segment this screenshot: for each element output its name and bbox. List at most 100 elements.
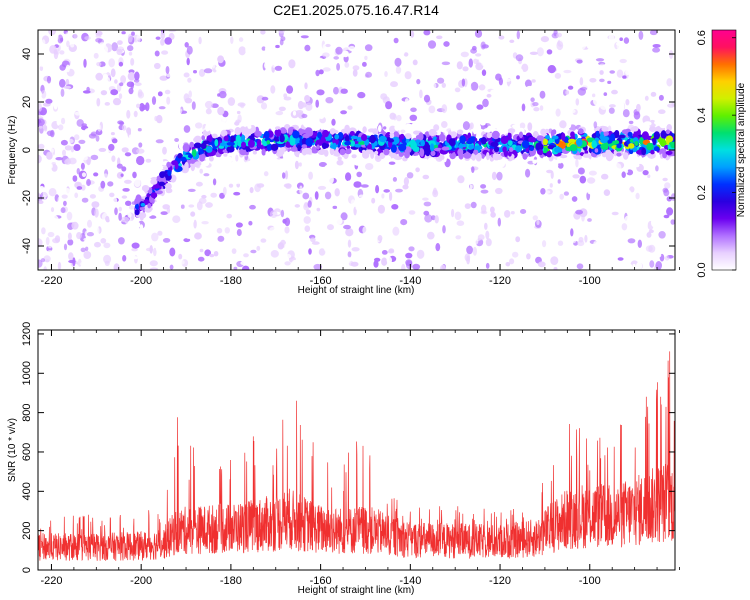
spectrogram-ridge-cell	[443, 153, 447, 163]
spectrogram-cell	[134, 82, 142, 87]
spectrogram-cell	[435, 243, 441, 252]
spectrogram-cell	[575, 158, 579, 168]
spectrogram-cell	[111, 42, 118, 52]
spectrogram-cell	[122, 188, 130, 192]
spectrogram-cell	[503, 191, 508, 196]
spectrogram-ridge-cell	[601, 126, 609, 132]
spectrogram-cell	[540, 198, 547, 205]
spectrogram-cell	[362, 226, 370, 235]
spectrogram-cell	[576, 263, 584, 270]
spectrogram-cell	[261, 46, 266, 51]
spectrogram-cell	[151, 232, 159, 242]
spectrogram-cell	[42, 194, 46, 202]
spectrogram-cell	[41, 39, 46, 47]
spectrogram-cell	[554, 72, 562, 79]
spectrogram-cell	[641, 84, 648, 94]
spectrogram-cell	[125, 200, 132, 206]
spectrogram-cell	[38, 63, 47, 67]
spectrogram-cell	[47, 231, 55, 238]
spectrogram-cell	[81, 184, 86, 191]
spectrogram-cell	[537, 30, 543, 37]
spectrogram-ridge-cell	[566, 121, 572, 129]
colorbar-tick-label: 0.4	[696, 108, 708, 123]
spectrogram-ridge-cell	[538, 149, 544, 156]
spectrogram-cell	[464, 253, 471, 262]
spectrogram-cell	[332, 205, 338, 209]
spectrogram-ridge-cell	[399, 133, 405, 140]
spectrogram-cell	[638, 61, 645, 65]
spectrogram-cell	[153, 247, 157, 257]
spectrogram-cell	[264, 45, 271, 52]
spectrogram-cell	[279, 39, 284, 46]
spectrogram-ridge-cell	[448, 138, 456, 147]
spectrogram-cell	[108, 58, 115, 68]
spectrogram-cell	[306, 34, 315, 43]
spectrogram-cell	[515, 68, 524, 74]
spectrogram-cell	[567, 109, 576, 114]
spectrogram-cell	[186, 235, 192, 239]
spectrogram-cell	[182, 180, 190, 186]
spectrogram-cell	[633, 111, 641, 120]
spectrogram-cell	[41, 227, 46, 235]
spectrogram-cell	[85, 246, 89, 251]
spectrogram-cell	[117, 120, 124, 125]
spectrogram-cell	[447, 266, 456, 270]
spectrogram-cell	[272, 80, 281, 88]
spectrogram-ridge-cell	[665, 129, 671, 135]
spectrogram-cell	[638, 30, 644, 40]
spectrogram-cell	[394, 57, 402, 67]
spectrogram-cell	[603, 189, 611, 197]
spectrogram-cell	[492, 238, 497, 245]
spectrogram-cell	[577, 167, 585, 175]
spectrogram-cell	[418, 178, 423, 185]
spectrogram-cell	[475, 267, 481, 270]
spectrogram-cell	[316, 57, 325, 67]
spectrogram-cell	[365, 71, 372, 78]
spectrogram-cell	[104, 260, 110, 266]
spectrogram-cell	[392, 177, 397, 182]
spectrogram-cell	[248, 220, 253, 226]
spectrogram-cell	[432, 55, 437, 59]
spectrogram-cell	[472, 182, 478, 190]
spectrogram-cell	[238, 37, 244, 42]
spectrogram-ridge-cell	[317, 131, 322, 139]
spectrogram-ridge-cell	[546, 151, 552, 158]
spectrogram-cell	[148, 41, 155, 50]
spectrogram-cell	[637, 239, 642, 248]
spectrogram-cell	[622, 109, 630, 118]
spectrogram-cell	[59, 50, 65, 55]
spectrogram-cell	[327, 175, 334, 185]
spectrogram-cell	[599, 101, 609, 110]
spectrogram-cell	[336, 63, 340, 71]
spectrogram-ridge-cell	[413, 130, 421, 135]
spectrogram-cell	[650, 91, 657, 97]
spectrogram-cell	[136, 155, 145, 166]
spectrogram-cell	[433, 255, 440, 264]
spectrogram-cell	[149, 267, 159, 270]
spectrogram-cell	[664, 255, 670, 261]
spectrogram-cell	[541, 68, 549, 78]
spectrogram-cell	[73, 207, 82, 215]
spectrogram-cell	[90, 131, 98, 137]
spectrogram-cell	[127, 33, 133, 43]
spectrogram-cell	[489, 108, 495, 113]
spectrogram-cell	[392, 226, 400, 236]
spectrogram-cell	[529, 88, 535, 95]
spectrogram-ridge-cell	[345, 148, 352, 155]
snr-y-ticks: 0 200 400 600 800 1000 1200	[21, 322, 675, 573]
spectrogram-cell	[546, 220, 555, 229]
spectrogram-ridge-cell	[627, 131, 633, 137]
spectrogram-ridge-cell	[653, 131, 660, 140]
spectrogram-cell	[70, 43, 75, 48]
spectrogram-cell	[155, 243, 160, 253]
spectrogram-cell	[662, 187, 669, 193]
spectrogram-cell	[53, 103, 58, 110]
colorbar-tick-label: 0.2	[696, 185, 708, 200]
spectrogram-ridge-cell	[521, 140, 530, 149]
spectrogram-cell	[216, 227, 223, 234]
spectrogram-cell	[619, 37, 623, 41]
spectrogram-cell	[42, 125, 48, 130]
spectrogram-cell	[107, 181, 114, 187]
colorbar-label: Normalized spectral amplitude	[736, 82, 747, 217]
